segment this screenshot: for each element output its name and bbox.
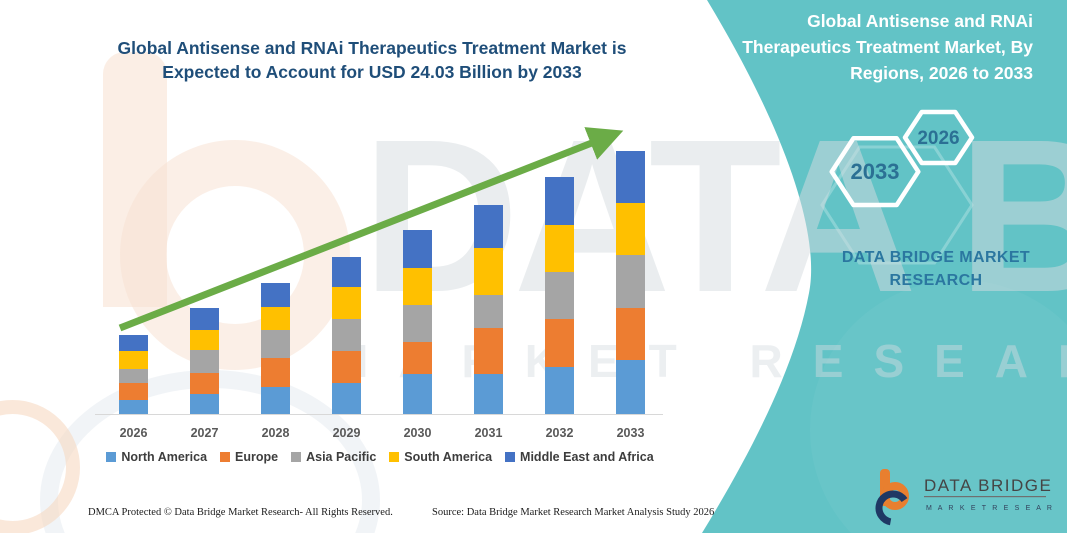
- bar-2028-segment-middle-east-and-africa: [261, 283, 290, 307]
- footer-source-text: Source: Data Bridge Market Research Mark…: [432, 507, 715, 518]
- legend-label: North America: [121, 450, 208, 464]
- bar-2026-segment-europe: [119, 383, 148, 400]
- bar-2030-segment-middle-east-and-africa: [403, 230, 432, 268]
- teal-wedge: [702, 0, 1067, 533]
- x-axis-label-2027: 2027: [190, 426, 219, 440]
- bar-2029-segment-europe: [332, 351, 361, 383]
- bar-2030-segment-north-america: [403, 374, 432, 414]
- bar-2032-segment-south-america: [545, 225, 574, 272]
- bar-2027-segment-middle-east-and-africa: [190, 308, 219, 330]
- bar-2029-segment-middle-east-and-africa: [332, 257, 361, 287]
- legend-swatch: [505, 452, 516, 462]
- legend-item-asia-pacific: Asia Pacific: [291, 450, 376, 464]
- x-axis-label-2026: 2026: [119, 426, 148, 440]
- bar-2032-segment-europe: [545, 319, 574, 367]
- bar-2026-segment-middle-east-and-africa: [119, 335, 148, 351]
- bar-2033-segment-europe: [616, 308, 645, 360]
- bar-2027-segment-north-america: [190, 394, 219, 414]
- bar-2031: [474, 205, 503, 414]
- bar-2026-segment-north-america: [119, 400, 148, 414]
- bar-2031-segment-south-america: [474, 248, 503, 295]
- bar-2030-segment-asia-pacific: [403, 305, 432, 342]
- legend-label: Europe: [235, 450, 279, 464]
- bar-2032-segment-north-america: [545, 367, 574, 414]
- bar-2028: [261, 283, 290, 414]
- legend-label: South America: [404, 450, 493, 464]
- bar-2027: [190, 308, 219, 414]
- x-axis-label-2033: 2033: [616, 426, 645, 440]
- bar-2030-segment-south-america: [403, 268, 432, 305]
- faint-circle-decoration: [810, 280, 1067, 533]
- bar-2033: [616, 151, 645, 414]
- legend-swatch: [220, 452, 231, 462]
- legend-swatch: [389, 452, 400, 462]
- bar-2030-segment-europe: [403, 342, 432, 374]
- legend-label: Middle East and Africa: [520, 450, 654, 464]
- bar-2026-segment-south-america: [119, 351, 148, 369]
- bar-2026: [119, 335, 148, 414]
- x-axis-label-2031: 2031: [474, 426, 503, 440]
- bar-2033-segment-north-america: [616, 360, 645, 414]
- bar-2026-segment-asia-pacific: [119, 369, 148, 383]
- bar-2033-segment-middle-east-and-africa: [616, 151, 645, 203]
- chart-legend: North America Europe Asia Pacific South Ame…: [60, 450, 700, 464]
- bar-2031-segment-asia-pacific: [474, 295, 503, 328]
- chart-title: Global Antisense and RNAi Therapeutics T…: [88, 36, 656, 84]
- bar-2033-segment-south-america: [616, 203, 645, 255]
- bar-2031-segment-europe: [474, 328, 503, 374]
- bar-2032: [545, 177, 574, 414]
- bar-2031-segment-middle-east-and-africa: [474, 205, 503, 248]
- x-axis-label-2029: 2029: [332, 426, 361, 440]
- legend-swatch: [106, 452, 117, 462]
- chart-title-line-1: Global Antisense and RNAi Therapeutics T…: [117, 38, 627, 58]
- bar-2030: [403, 230, 432, 414]
- bar-2027-segment-europe: [190, 373, 219, 394]
- bar-2029-segment-south-america: [332, 287, 361, 319]
- bar-2031-segment-north-america: [474, 374, 503, 414]
- bar-2027-segment-south-america: [190, 330, 219, 350]
- bar-2029-segment-asia-pacific: [332, 319, 361, 351]
- legend-swatch: [291, 452, 302, 462]
- bar-2028-segment-europe: [261, 358, 290, 387]
- bar-2029: [332, 257, 361, 414]
- bar-2028-segment-north-america: [261, 387, 290, 414]
- legend-label: Asia Pacific: [306, 450, 377, 464]
- x-axis-line: [95, 414, 663, 415]
- x-axis-label-2028: 2028: [261, 426, 290, 440]
- bar-2027-segment-asia-pacific: [190, 350, 219, 373]
- trend-arrow-line: [118, 127, 624, 332]
- x-axis-label-2030: 2030: [403, 426, 432, 440]
- legend-item-middle-east-and-africa: Middle East and Africa: [505, 450, 654, 464]
- bar-2028-segment-south-america: [261, 307, 290, 330]
- legend-item-north-america: North America: [106, 450, 207, 464]
- bar-2032-segment-middle-east-and-africa: [545, 177, 574, 225]
- legend-item-europe: Europe: [220, 450, 278, 464]
- chart-title-line-2: Expected to Account for USD 24.03 Billio…: [162, 62, 582, 82]
- bar-2032-segment-asia-pacific: [545, 272, 574, 319]
- footer-dmca-text: DMCA Protected © Data Bridge Market Rese…: [88, 507, 393, 518]
- bar-2029-segment-north-america: [332, 383, 361, 414]
- legend-item-south-america: South America: [389, 450, 492, 464]
- x-axis-label-2032: 2032: [545, 426, 574, 440]
- bar-2033-segment-asia-pacific: [616, 255, 645, 308]
- bar-2028-segment-asia-pacific: [261, 330, 290, 358]
